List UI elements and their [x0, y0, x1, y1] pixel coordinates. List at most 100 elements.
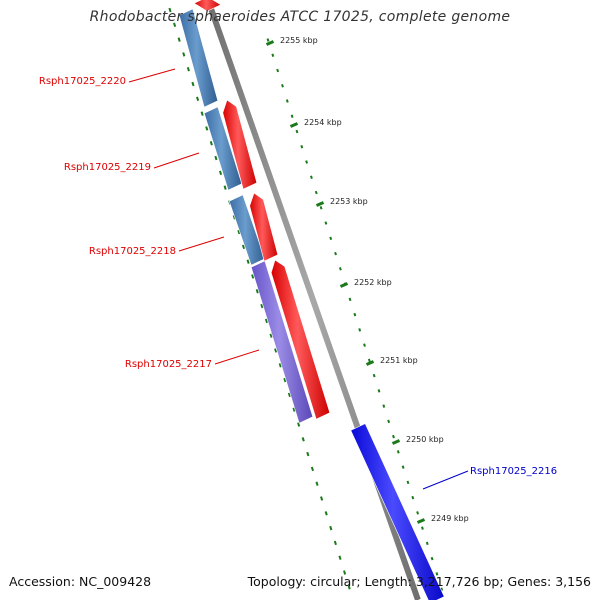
major-tick	[339, 282, 349, 288]
inner-tick-37	[338, 555, 342, 560]
outer-tick-4	[285, 99, 289, 103]
inner-tick-27	[292, 407, 296, 412]
inner-tick-11	[218, 170, 223, 176]
outer-tick-20	[363, 343, 366, 347]
inner-tick-9	[209, 141, 213, 146]
gene-block-Rsph17025_2220	[178, 8, 219, 108]
inner-tick-2	[177, 37, 181, 42]
inner-tick-8	[205, 126, 209, 131]
inner-tick-16	[241, 244, 246, 250]
outer-tick-2	[276, 68, 280, 73]
gene-label-Rsph17025_2219: Rsph17025_2219	[64, 162, 151, 173]
inner-tick-39	[347, 585, 351, 590]
outer-tick-28	[401, 465, 405, 469]
inner-tick-26	[287, 392, 291, 398]
outer-tick-25	[387, 419, 391, 424]
inner-tick-20	[260, 303, 264, 309]
inner-tick-32	[315, 481, 319, 486]
inner-tick-5	[191, 81, 195, 87]
map-title: Rhodobacter sphaeroides ATCC 17025, comp…	[89, 9, 511, 25]
outer-tick-14	[334, 251, 337, 256]
major-tick	[416, 518, 426, 524]
major-tick	[365, 360, 375, 366]
outer-tick-26	[392, 434, 395, 439]
outer-tick-22	[372, 373, 376, 378]
outer-tick-23	[377, 389, 381, 393]
outer-tick-17	[348, 297, 352, 302]
inner-tick-7	[200, 111, 204, 116]
gene-leader-line	[422, 470, 469, 490]
outer-tick-7	[300, 145, 304, 149]
inner-tick-24	[278, 363, 282, 368]
outer-tick-5	[290, 114, 294, 119]
outer-tick-27	[396, 450, 400, 454]
outer-tick-35	[435, 572, 439, 576]
scale-label: 2254 kbp	[304, 118, 342, 127]
outer-tick-3	[281, 84, 284, 88]
gene-block-Rsph17025_2217	[250, 260, 314, 424]
scale-label: 2252 kbp	[354, 278, 392, 287]
gene-leader-line	[153, 152, 200, 169]
outer-tick-0	[266, 38, 270, 42]
major-tick	[391, 439, 401, 445]
outer-tick-33	[425, 541, 429, 546]
major-tick	[265, 40, 275, 46]
inner-tick-36	[333, 540, 337, 546]
inner-tick-25	[283, 377, 287, 383]
inner-tick-29	[301, 437, 305, 442]
inner-tick-35	[329, 525, 333, 531]
forward-gene-arrow	[270, 259, 331, 420]
inner-tick-10	[214, 155, 218, 161]
inner-tick-1	[173, 22, 177, 28]
gene-leader-line	[214, 349, 260, 365]
outer-tick-11	[319, 206, 323, 210]
outer-tick-36	[440, 587, 444, 591]
scale-label: 2255 kbp	[280, 36, 318, 45]
gene-leader-line	[178, 236, 225, 252]
outer-tick-1	[271, 53, 275, 57]
outer-tick-34	[430, 556, 434, 561]
gene-leader-line	[128, 68, 176, 83]
outer-tick-8	[305, 160, 309, 164]
inner-tick-31	[310, 466, 314, 472]
inner-tick-18	[251, 274, 255, 279]
outer-tick-19	[358, 328, 362, 332]
outer-tick-32	[421, 526, 424, 530]
outer-tick-24	[382, 404, 386, 408]
scale-label: 2251 kbp	[380, 356, 418, 365]
major-tick	[315, 201, 325, 207]
inner-tick-17	[246, 259, 250, 264]
scale-label: 2250 kbp	[406, 435, 444, 444]
inner-tick-15	[237, 229, 241, 235]
inner-tick-0	[168, 7, 172, 13]
inner-tick-6	[196, 96, 200, 102]
outer-tick-6	[295, 129, 299, 134]
outer-tick-31	[416, 511, 420, 515]
outer-tick-12	[324, 221, 328, 225]
genome-summary-text: Topology: circular; Length: 3,217,726 bp…	[247, 574, 591, 589]
inner-tick-30	[306, 451, 310, 457]
inner-tick-23	[274, 348, 278, 353]
inner-tick-28	[297, 422, 301, 427]
outer-tick-18	[353, 312, 357, 317]
outer-tick-30	[411, 495, 415, 500]
inner-tick-21	[264, 318, 269, 324]
inner-tick-4	[186, 67, 190, 72]
gene-labels: Rsph17025_2220 Rsph17025_2219 Rsph17025_22…	[39, 68, 557, 490]
outer-tick-9	[310, 175, 313, 180]
gene-features	[178, 0, 445, 600]
gene-label-Rsph17025_2218: Rsph17025_2218	[89, 246, 176, 257]
scale-ticks	[168, 7, 444, 591]
outer-tick-10	[314, 190, 318, 195]
scale-label: 2253 kbp	[330, 197, 368, 206]
accession-text: Accession: NC_009428	[9, 574, 152, 589]
gene-label-Rsph17025_2217: Rsph17025_2217	[125, 359, 212, 370]
gene-block-Rsph17025_2216	[350, 423, 445, 600]
forward-gene-arrow	[249, 192, 279, 262]
outer-tick-21	[367, 358, 371, 363]
inner-tick-3	[182, 52, 186, 57]
outer-tick-29	[406, 480, 410, 485]
inner-tick-14	[232, 215, 236, 220]
inner-tick-33	[320, 496, 324, 501]
inner-tick-19	[255, 289, 259, 294]
